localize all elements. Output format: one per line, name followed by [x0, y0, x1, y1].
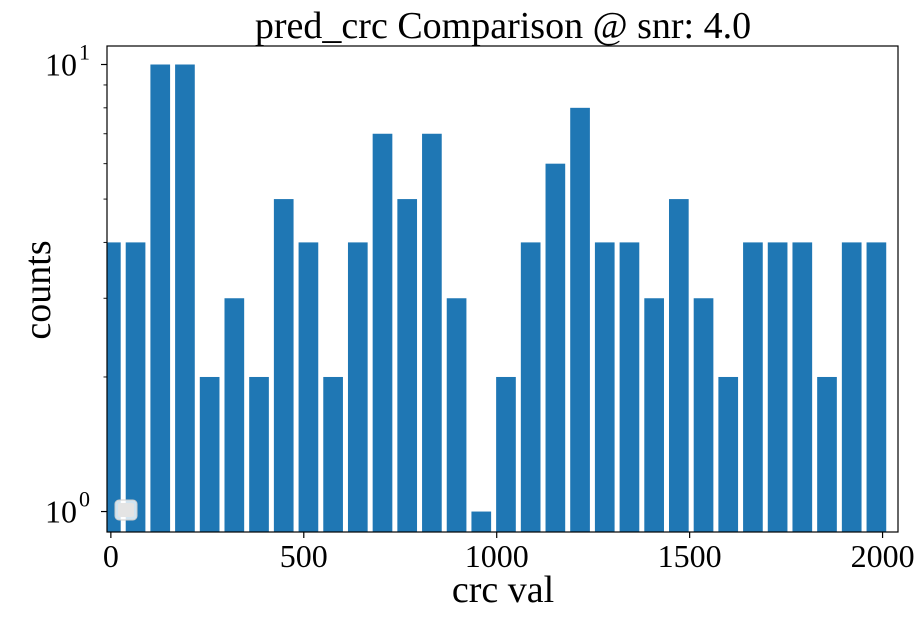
legend-swatch	[118, 503, 134, 517]
bar	[693, 298, 714, 532]
bar	[372, 133, 393, 532]
bar	[224, 298, 245, 532]
bar	[347, 242, 368, 532]
bar	[718, 376, 739, 532]
y-tick-label: 10	[45, 47, 77, 83]
bars-group	[107, 64, 887, 532]
bar	[471, 511, 492, 532]
y-tick-label: 10	[45, 494, 77, 530]
y-tick-exponent: 1	[79, 40, 90, 65]
bar	[397, 199, 418, 532]
bar	[175, 64, 195, 532]
bar	[249, 376, 269, 532]
bar	[668, 199, 689, 532]
bar	[199, 376, 220, 532]
bar	[125, 242, 146, 532]
bar	[298, 242, 319, 532]
bar	[644, 298, 664, 532]
bar	[107, 242, 121, 532]
y-tick-exponent: 0	[79, 487, 90, 512]
bar	[273, 199, 294, 532]
bar	[866, 242, 887, 532]
bar	[817, 376, 837, 532]
y-axis-label: counts	[17, 240, 59, 339]
bar	[446, 298, 467, 532]
bar	[619, 242, 640, 532]
bar	[545, 163, 566, 532]
x-tick-label: 1000	[465, 538, 529, 574]
bar	[150, 64, 171, 532]
x-axis-label: crc val	[452, 569, 554, 611]
bar	[594, 242, 615, 532]
x-tick-label: 1500	[658, 538, 722, 574]
bar	[841, 242, 862, 532]
x-tick-label: 2000	[851, 538, 915, 574]
plot-frame	[106, 45, 899, 533]
bar	[570, 107, 590, 532]
legend	[114, 499, 138, 521]
bar	[422, 133, 442, 532]
bar	[792, 242, 813, 532]
bar	[323, 376, 343, 532]
bar	[743, 242, 763, 532]
bar	[767, 242, 788, 532]
bar	[496, 376, 516, 532]
x-tick-label: 0	[103, 538, 119, 574]
chart-title: pred_crc Comparison @ snr: 4.0	[255, 5, 751, 47]
x-axis: 0 500 1000 1500 2000	[103, 532, 915, 574]
bar	[520, 242, 541, 532]
x-tick-label: 500	[280, 538, 328, 574]
